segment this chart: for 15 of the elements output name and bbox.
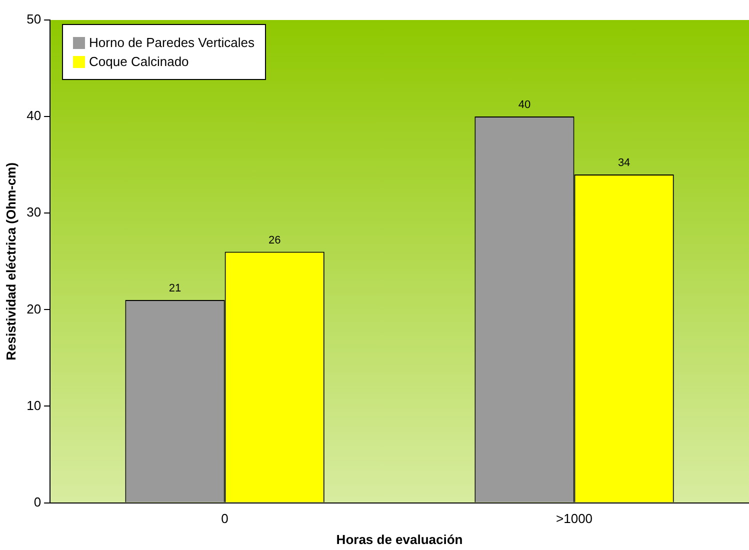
- legend-label: Coque Calcinado: [89, 54, 189, 69]
- data-label: 26: [268, 234, 281, 246]
- y-tick-label: 50: [26, 12, 42, 27]
- data-label: 34: [618, 157, 630, 170]
- y-axis-title: Resistividad eléctrica (Ohm-cm): [3, 162, 18, 360]
- y-tick-label: 20: [26, 301, 42, 316]
- data-label: 21: [168, 282, 182, 295]
- x-tick-label: >1000: [556, 511, 593, 526]
- y-tick-label: 0: [34, 494, 42, 510]
- data-label: 40: [518, 99, 531, 112]
- y-tick-label: 40: [26, 108, 42, 124]
- legend-label: Horno de Paredes Verticales: [89, 35, 255, 50]
- y-tick-label: 10: [26, 398, 42, 413]
- y-tick-label: 30: [26, 204, 42, 220]
- x-axis-title: Horas de evaluación: [336, 532, 463, 547]
